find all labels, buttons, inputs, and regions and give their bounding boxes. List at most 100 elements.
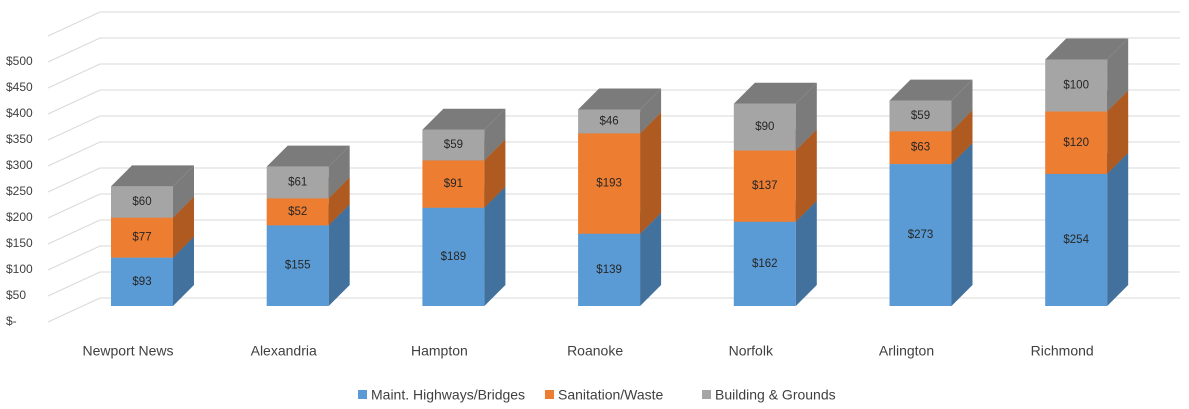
grid-line xyxy=(47,115,1180,141)
grid-line xyxy=(47,271,1180,297)
value-label: $91 xyxy=(444,178,463,190)
y-tick-label: $- xyxy=(6,314,17,328)
value-label: $63 xyxy=(911,142,930,154)
bar-segment xyxy=(111,217,173,258)
value-label: $120 xyxy=(1063,137,1089,149)
bar-segment xyxy=(1045,173,1108,306)
value-label: $59 xyxy=(444,139,463,151)
y-tick-label: $450 xyxy=(6,80,33,94)
x-tick-label: Newport News xyxy=(82,343,173,359)
bar-segment xyxy=(733,221,796,306)
value-label: $46 xyxy=(600,115,619,127)
legend-swatch xyxy=(702,390,711,399)
bar-segment xyxy=(1045,59,1108,112)
grid-line xyxy=(47,63,1180,89)
y-tick-label: $150 xyxy=(6,236,33,250)
value-label: $189 xyxy=(441,251,467,263)
bar-segment xyxy=(1045,111,1108,174)
y-tick-label: $100 xyxy=(6,262,33,276)
bar-side xyxy=(328,177,350,226)
legend-swatch xyxy=(358,390,367,399)
value-label: $90 xyxy=(755,121,774,133)
bar-segment xyxy=(111,186,173,218)
bar-segment xyxy=(889,131,952,165)
grid-line xyxy=(47,141,1180,167)
value-label: $100 xyxy=(1063,80,1089,92)
bar-side xyxy=(1107,152,1129,306)
legend-label: Maint. Highways/Bridges xyxy=(371,387,525,403)
value-label: $52 xyxy=(288,206,307,218)
x-tick-label: Norfolk xyxy=(729,343,774,359)
legend-label: Building & Grounds xyxy=(715,387,836,403)
y-tick-label: $300 xyxy=(6,158,33,172)
grid-line xyxy=(47,11,1180,37)
bar-side xyxy=(640,88,662,134)
x-tick-label: Roanoke xyxy=(567,343,623,359)
x-tick-label: Hampton xyxy=(411,343,468,359)
bar-top xyxy=(266,145,350,167)
value-label: $162 xyxy=(752,258,778,270)
value-label: $77 xyxy=(132,232,151,244)
bar-side xyxy=(795,82,817,151)
bar-side xyxy=(640,112,662,234)
bar-segment xyxy=(422,129,485,161)
bar-top xyxy=(733,82,817,104)
bar-side xyxy=(951,110,973,165)
grid-line xyxy=(47,219,1180,245)
grid-line xyxy=(47,245,1180,271)
bar-side xyxy=(640,212,662,306)
bar-top xyxy=(889,79,973,101)
value-label: $61 xyxy=(288,177,307,189)
bar-side xyxy=(484,139,506,208)
bar-top xyxy=(422,108,506,130)
bar-segment xyxy=(733,150,796,222)
grid-line xyxy=(47,37,1180,63)
bar-side xyxy=(328,204,350,306)
bar-segment xyxy=(889,100,952,132)
legend-label: Sanitation/Waste xyxy=(558,387,664,403)
bar-side xyxy=(1107,38,1129,112)
value-label: $155 xyxy=(285,260,311,272)
bar-segment xyxy=(578,133,641,234)
bar-segment xyxy=(111,257,173,306)
bar-segment xyxy=(733,103,796,151)
y-tick-label: $500 xyxy=(6,54,33,68)
legend-swatch xyxy=(545,390,554,399)
bar-side xyxy=(173,236,194,306)
bar-segment xyxy=(266,166,329,199)
bar-segment xyxy=(422,160,485,208)
grid-line xyxy=(47,167,1180,193)
bar-segment xyxy=(578,109,641,134)
y-tick-label: $50 xyxy=(6,288,26,302)
y-tick-label: $200 xyxy=(6,210,33,224)
value-label: $59 xyxy=(911,110,930,122)
bar-side xyxy=(951,79,973,132)
bar-segment xyxy=(266,225,329,306)
value-label: $60 xyxy=(132,196,151,208)
y-tick-label: $400 xyxy=(6,106,33,120)
bar-side xyxy=(328,145,350,199)
value-label: $273 xyxy=(908,229,934,241)
bar-top xyxy=(111,165,194,187)
bar-side xyxy=(795,200,817,306)
value-label: $137 xyxy=(752,180,778,192)
value-label: $254 xyxy=(1063,234,1089,246)
grid-line xyxy=(47,297,1180,323)
value-label: $139 xyxy=(596,264,622,276)
bar-side xyxy=(484,108,506,161)
value-label: $193 xyxy=(596,178,622,190)
x-tick-label: Richmond xyxy=(1031,343,1094,359)
bar-side xyxy=(173,196,194,258)
bar-segment xyxy=(266,198,329,226)
bar-side xyxy=(484,186,506,306)
bar-top xyxy=(1045,38,1129,60)
x-tick-label: Alexandria xyxy=(251,343,317,359)
grid-line xyxy=(47,89,1180,115)
bar-side xyxy=(951,143,973,306)
bar-side xyxy=(795,129,817,222)
y-tick-label: $350 xyxy=(6,132,33,146)
bar-top xyxy=(578,88,662,110)
bar-segment xyxy=(889,164,952,306)
bar-side xyxy=(1107,90,1129,174)
